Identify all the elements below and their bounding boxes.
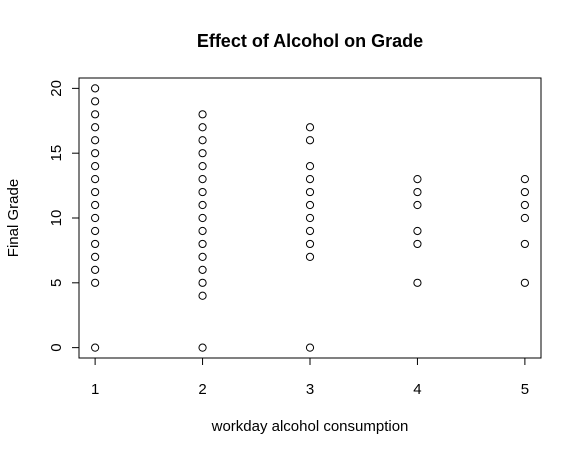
data-point (198, 265, 207, 274)
data-point (305, 200, 315, 210)
data-point (305, 239, 315, 249)
data-point (91, 187, 100, 197)
data-point (198, 110, 207, 119)
data-point (91, 175, 100, 184)
data-point (91, 149, 100, 158)
data-point (198, 239, 207, 249)
data-point (198, 187, 207, 197)
y-tick-label: 15 (48, 145, 65, 162)
data-point (91, 162, 100, 171)
data-point (198, 123, 207, 132)
data-point (305, 343, 315, 352)
data-point (305, 187, 315, 197)
data-point (198, 149, 207, 158)
data-point (91, 343, 100, 352)
data-point (198, 136, 207, 145)
data-point (305, 162, 315, 171)
data-point (198, 213, 207, 223)
data-point (520, 187, 529, 197)
data-point (520, 239, 529, 249)
data-point (413, 278, 422, 287)
data-point (91, 110, 100, 119)
y-axis-label: Final Grade (5, 179, 22, 257)
data-point (91, 278, 100, 287)
data-point (305, 226, 315, 236)
x-tick-label: 5 (521, 381, 529, 398)
data-point (305, 136, 315, 145)
data-point (91, 252, 100, 261)
data-point (413, 239, 422, 249)
y-tick-label: 20 (48, 80, 65, 97)
data-point (91, 239, 100, 249)
data-point (305, 175, 315, 184)
x-tick-label: 4 (413, 381, 421, 398)
data-point (198, 252, 207, 261)
data-point (198, 175, 207, 184)
x-axis-label: workday alcohol consumption (211, 418, 409, 435)
data-point (91, 84, 100, 93)
data-point (413, 200, 422, 210)
data-point (91, 136, 100, 145)
x-axis: 1 2 3 4 5 (91, 358, 529, 398)
data-point (198, 226, 207, 236)
y-tick-label: 0 (48, 343, 65, 351)
data-point (520, 200, 529, 210)
data-point (91, 97, 100, 106)
data-point (198, 291, 207, 300)
data-point (520, 175, 529, 184)
data-point (520, 213, 529, 223)
data-point (198, 200, 207, 210)
data-point (91, 265, 100, 274)
data-point (413, 175, 422, 184)
x-tick-label: 1 (91, 381, 99, 398)
data-point (413, 226, 422, 236)
data-point (198, 162, 207, 171)
y-axis: 0 5 10 15 20 (48, 80, 79, 352)
data-point (91, 200, 100, 210)
data-points (91, 84, 529, 352)
data-point (413, 187, 422, 197)
x-tick-label: 3 (306, 381, 314, 398)
data-point (198, 278, 207, 287)
x-tick-label: 2 (198, 381, 206, 398)
chart-title: Effect of Alcohol on Grade (197, 31, 423, 51)
data-point (520, 278, 529, 287)
y-tick-label: 5 (48, 279, 65, 287)
data-point (305, 252, 315, 261)
data-point (305, 123, 315, 132)
data-point (91, 123, 100, 132)
data-point (91, 213, 100, 223)
plot-frame (78, 77, 542, 359)
data-point (198, 343, 207, 352)
data-point (91, 226, 100, 236)
data-point (305, 213, 315, 223)
y-tick-label: 10 (48, 210, 65, 227)
